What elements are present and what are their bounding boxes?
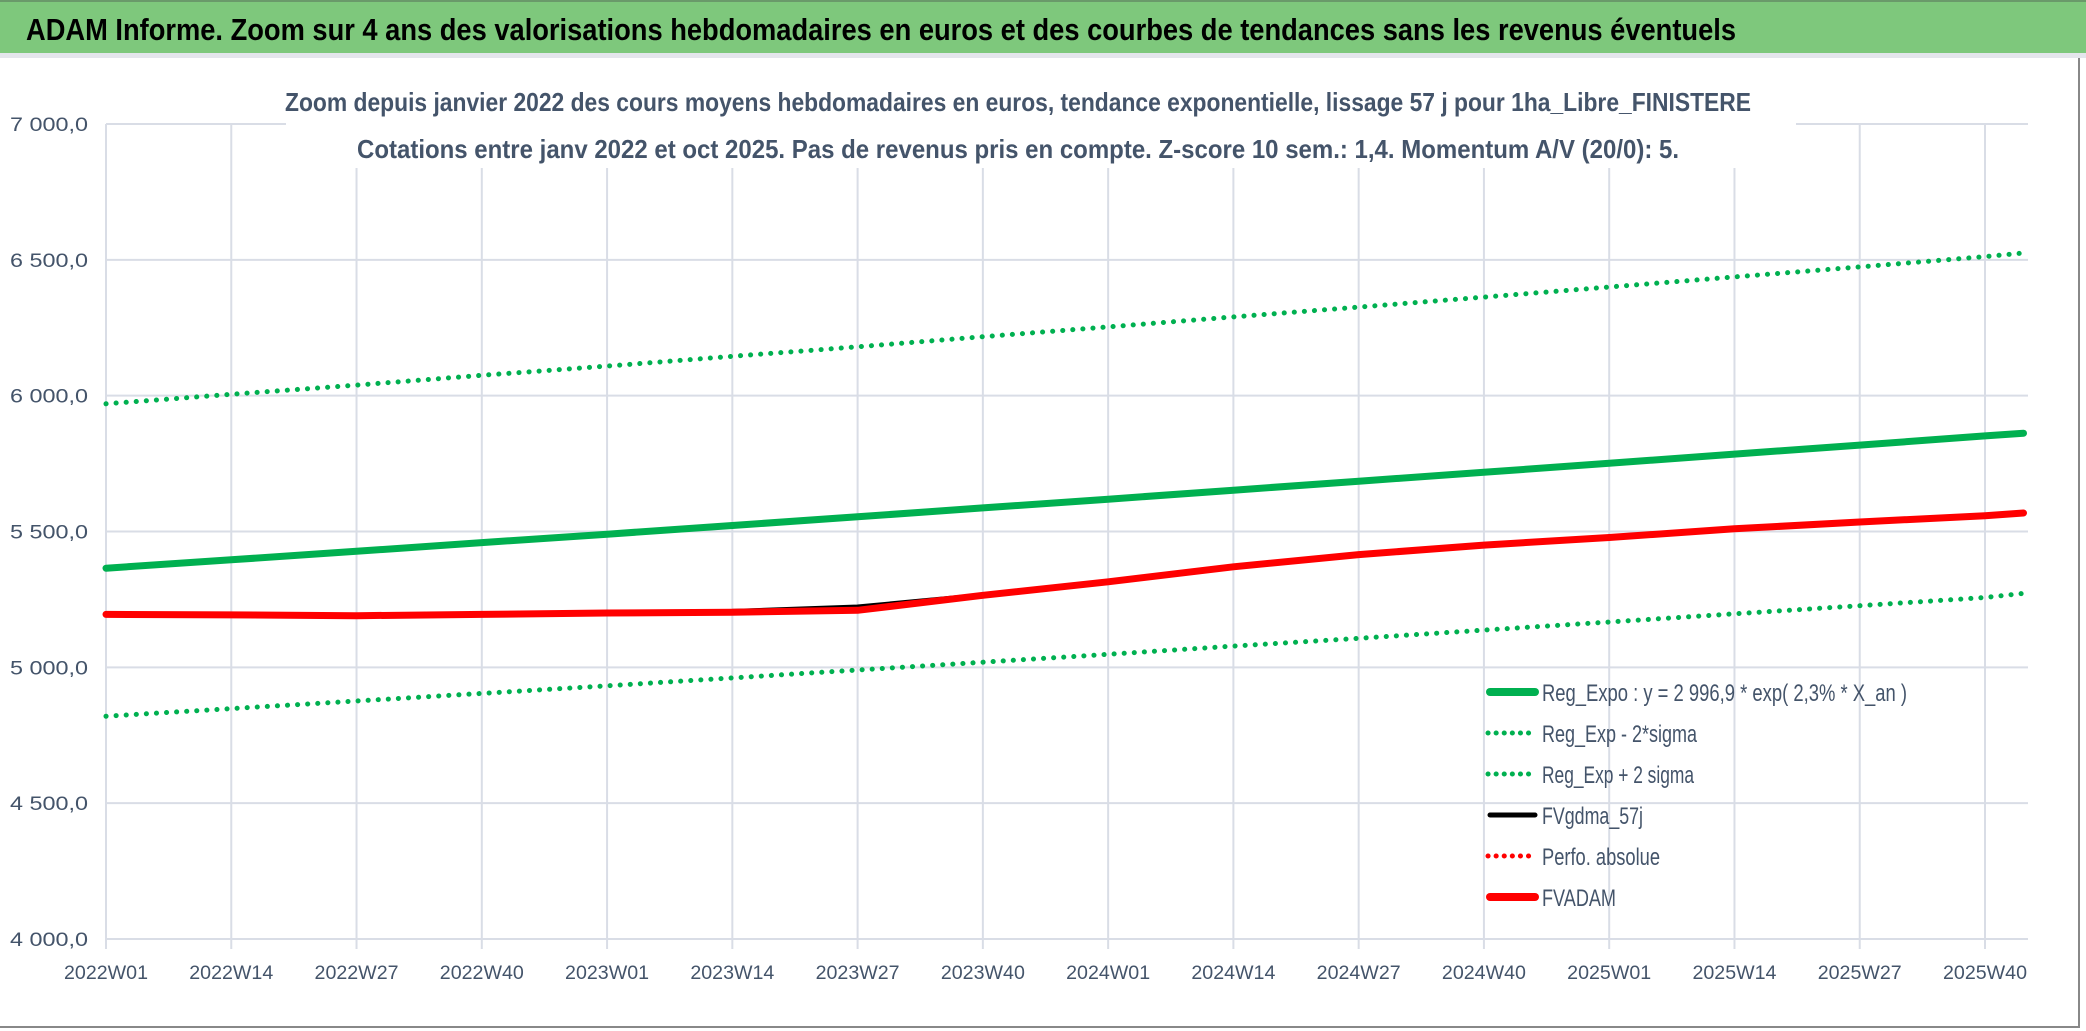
x-axis-ticks: 2022W01 2022W14 2022W27 2022W40 2023W01 2023W…: [64, 963, 2027, 984]
line-chart: 4 000,0 4 500,0 5 000,0 5 500,0 6 000,0 6 500…: [10, 80, 2028, 984]
y-tick-label: 6 500,0: [10, 251, 88, 272]
y-tick-label: 4 000,0: [10, 930, 88, 951]
series-line-reg-exp: [103, 250, 2026, 407]
x-tick-label: 2022W01: [64, 963, 148, 984]
legend: Reg_Expo : y = 2 996,9 * exp( 2,3% * X_a…: [1485, 680, 1907, 912]
y-tick-label: 5 000,0: [10, 658, 88, 679]
x-tick-label: 2022W14: [189, 963, 273, 984]
x-tick-label: 2025W40: [1943, 963, 2027, 984]
x-tick-label: 2023W40: [941, 963, 1025, 984]
x-tick-label: 2025W27: [1818, 963, 1902, 984]
series-line-reg-expo: [102, 429, 2027, 572]
x-tick-label: 2024W27: [1317, 963, 1401, 984]
header-svg: ADAM Informe. Zoom sur 4 ans des valoris…: [26, 12, 1736, 47]
y-tick-label: 7 000,0: [10, 115, 88, 136]
legend-label: Perfo. absolue: [1542, 844, 1660, 871]
series-lines: [102, 250, 2027, 719]
series-line-fvadam: [102, 509, 2027, 620]
x-tick-label: 2025W14: [1692, 963, 1776, 984]
header-separator: [0, 53, 2086, 58]
x-tick-label: 2024W40: [1442, 963, 1526, 984]
x-tick-label: 2023W01: [565, 963, 649, 984]
legend-label: Reg_Expo : y = 2 996,9 * exp( 2,3% * X_a…: [1542, 680, 1907, 707]
title-background: [286, 80, 1796, 168]
x-tick-label: 2023W14: [690, 963, 774, 984]
series-line-reg-exp: [103, 590, 2026, 719]
y-axis-ticks: 4 000,0 4 500,0 5 000,0 5 500,0 6 000,0 6 500…: [10, 115, 88, 951]
x-tick-label: 2024W14: [1191, 963, 1275, 984]
x-tick-label: 2024W01: [1066, 963, 1150, 984]
x-tick-label: 2022W27: [315, 963, 399, 984]
y-tick-label: 4 500,0: [10, 794, 88, 815]
y-tick-label: 5 500,0: [10, 523, 88, 544]
x-tick-label: 2022W40: [440, 963, 524, 984]
chart-title: Zoom depuis janvier 2022 des cours moyen…: [285, 87, 1751, 117]
y-tick-label: 6 000,0: [10, 387, 88, 408]
legend-label: Reg_Exp + 2 sigma: [1542, 762, 1694, 789]
gridlines: [105, 123, 2028, 949]
x-tick-label: 2025W01: [1567, 963, 1651, 984]
report-title: ADAM Informe. Zoom sur 4 ans des valoris…: [26, 12, 1736, 47]
legend-label: FVgdma_57j: [1542, 803, 1643, 830]
legend-label: FVADAM: [1542, 885, 1616, 912]
x-tick-label: 2023W27: [816, 963, 900, 984]
chart-subtitle: Cotations entre janv 2022 et oct 2025. P…: [357, 134, 1679, 164]
report-header: ADAM Informe. Zoom sur 4 ans des valoris…: [0, 0, 2086, 53]
legend-label: Reg_Exp - 2*sigma: [1542, 721, 1697, 748]
